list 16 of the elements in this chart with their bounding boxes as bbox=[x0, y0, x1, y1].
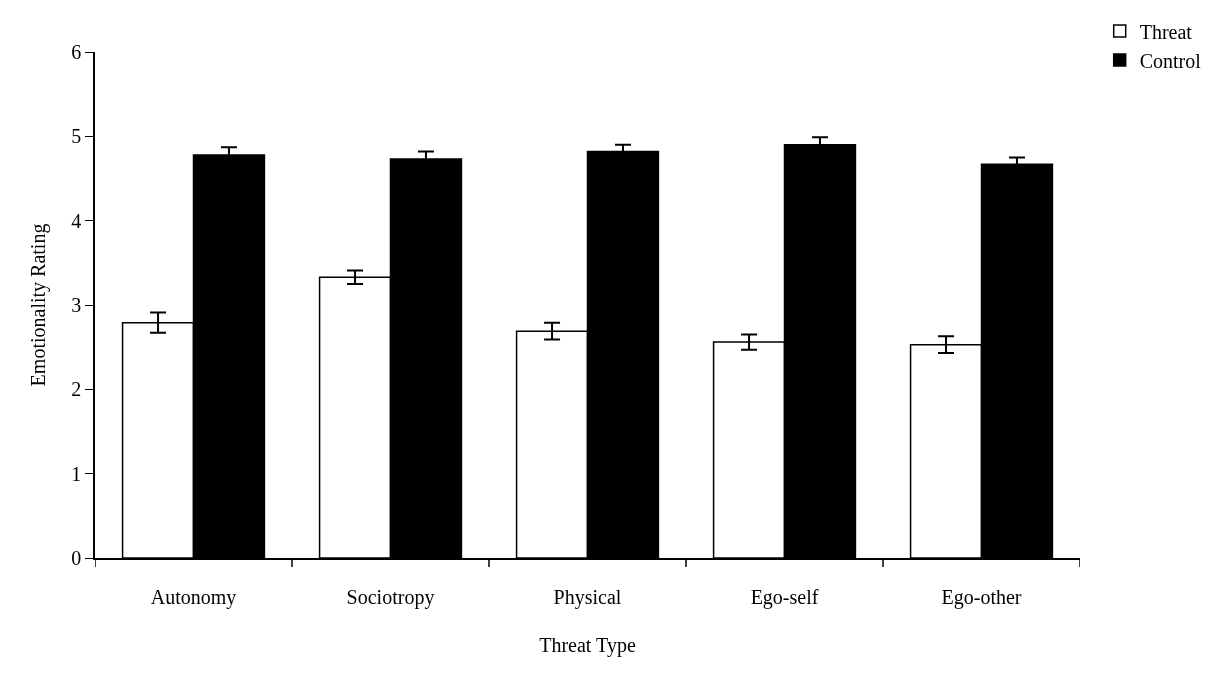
y-tick-label: 4 bbox=[71, 209, 82, 232]
y-axis-title: Emotionality Rating bbox=[26, 223, 50, 387]
x-tick-label: Physical bbox=[553, 585, 622, 609]
y-tick-label: 2 bbox=[71, 378, 82, 401]
x-axis-title: Threat Type bbox=[539, 633, 636, 657]
y-tick-label: 0 bbox=[71, 547, 82, 569]
y-tick-label: 6 bbox=[71, 41, 82, 63]
y-tick-label: 3 bbox=[71, 294, 82, 316]
x-tick-label: Autonomy bbox=[150, 585, 237, 609]
y-tick-label: 5 bbox=[71, 125, 82, 148]
legend-label: Control bbox=[1139, 49, 1202, 72]
x-tick-label: Ego-other bbox=[941, 585, 1022, 609]
y-tick-label: 1 bbox=[71, 462, 82, 485]
x-tick-label: Ego-self bbox=[750, 585, 819, 609]
legend-label: Threat bbox=[1139, 20, 1193, 43]
x-tick-label: Sociotropy bbox=[346, 585, 435, 609]
